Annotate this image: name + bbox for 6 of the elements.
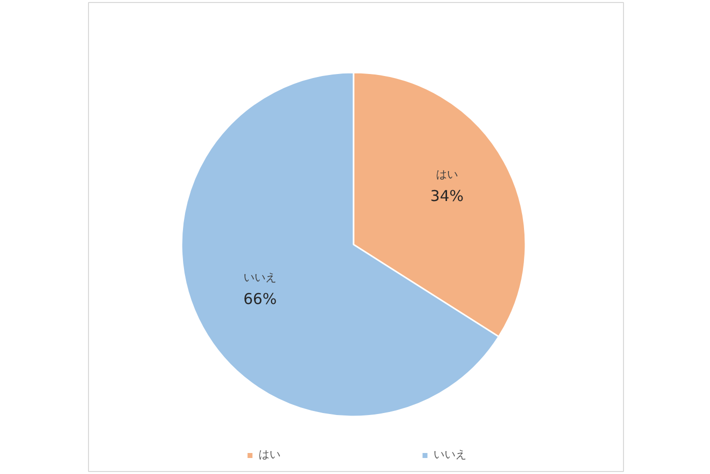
- slice-label: はい: [436, 168, 458, 182]
- data-label: 34%: [430, 187, 464, 206]
- legend-label: はい: [258, 447, 280, 462]
- data-label: 66%: [243, 290, 277, 308]
- legend-label: いいえ: [434, 447, 466, 462]
- slice-label: いいえ: [244, 270, 277, 284]
